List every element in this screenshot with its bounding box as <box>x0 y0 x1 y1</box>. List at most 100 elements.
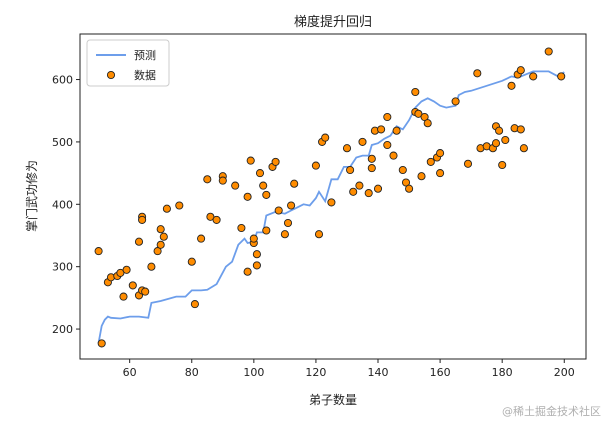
chart-title: 梯度提升回归 <box>294 14 372 30</box>
data-point <box>349 187 358 196</box>
data-point <box>405 184 414 193</box>
data-point <box>274 206 283 215</box>
data-point <box>327 198 336 207</box>
data-point <box>290 179 299 188</box>
data-point <box>259 181 268 190</box>
x-axis: 60 80 100 120 140 160 180 200 <box>123 359 575 379</box>
data-point <box>249 234 258 243</box>
y-tick-label: 400 <box>52 198 73 211</box>
data-point <box>246 156 255 165</box>
data-point <box>243 267 252 276</box>
data-point <box>507 81 516 90</box>
data-point <box>271 157 280 166</box>
data-point <box>237 223 246 233</box>
data-point <box>280 230 289 239</box>
data-point <box>501 135 510 145</box>
data-point <box>119 292 128 301</box>
data-point <box>190 300 199 309</box>
x-tick-label: 80 <box>185 366 199 379</box>
data-point <box>544 47 553 56</box>
axes-frame <box>79 33 587 360</box>
data-point <box>358 137 367 146</box>
data-point <box>314 230 324 239</box>
data-point <box>383 112 392 122</box>
data-point <box>162 204 171 213</box>
data-point <box>252 261 261 270</box>
data-point <box>342 144 352 153</box>
data-point <box>283 218 293 228</box>
data-point <box>473 69 482 78</box>
data-point <box>392 126 401 135</box>
legend-label-prediction: 预测 <box>134 49 156 62</box>
data-point <box>346 165 355 175</box>
data-point <box>197 234 206 243</box>
data-point <box>389 151 398 160</box>
y-tick-label: 200 <box>52 323 73 336</box>
x-tick-label: 140 <box>368 366 389 379</box>
data-point <box>156 240 165 249</box>
legend-point-swatch <box>106 70 116 80</box>
data-point <box>516 66 525 75</box>
data-point <box>203 175 212 184</box>
data-point <box>436 149 445 158</box>
data-point <box>97 339 106 348</box>
data-point <box>231 181 240 190</box>
x-tick-label: 100 <box>243 366 264 379</box>
data-point <box>311 161 320 170</box>
data-point <box>243 192 252 201</box>
x-tick-label: 120 <box>305 366 326 379</box>
data-point <box>451 97 460 106</box>
data-point <box>94 247 103 256</box>
data-point <box>426 157 435 166</box>
data-point <box>491 139 501 148</box>
data-point <box>187 257 196 266</box>
data-point <box>364 189 373 198</box>
x-tick-label: 60 <box>123 366 137 379</box>
x-axis-label: 弟子数量 <box>309 392 357 407</box>
x-tick-label: 180 <box>492 366 513 379</box>
data-point <box>212 215 221 224</box>
y-axis-label: 掌门武功修为 <box>24 160 39 232</box>
data-point <box>417 172 426 181</box>
data-point <box>262 190 271 199</box>
data-point <box>153 247 162 256</box>
y-tick-label: 600 <box>52 74 73 87</box>
data-point <box>255 169 265 178</box>
data-point <box>498 160 507 170</box>
data-point <box>122 265 131 274</box>
legend-box <box>86 39 170 87</box>
data-point <box>436 169 445 178</box>
data-point <box>159 232 168 241</box>
data-point <box>321 133 330 142</box>
data-point <box>156 225 165 234</box>
data-point <box>147 262 156 271</box>
data-point <box>373 184 383 193</box>
data-point <box>463 159 473 168</box>
x-tick-label: 200 <box>554 366 575 379</box>
data-point <box>367 164 376 173</box>
data-point <box>134 237 144 246</box>
data-point <box>519 144 528 153</box>
data-point <box>287 201 296 210</box>
watermark: @稀土掘金技术社区 <box>502 405 601 418</box>
data-point <box>495 126 504 135</box>
data-point <box>557 72 566 81</box>
legend: 预测 数据 <box>86 39 170 87</box>
data-point <box>128 281 137 290</box>
x-tick-label: 160 <box>430 366 451 379</box>
data-point <box>423 119 432 128</box>
data-point <box>377 125 386 134</box>
data-point <box>414 109 423 118</box>
data-point <box>398 165 407 175</box>
y-axis: 200 300 400 500 600 <box>52 74 80 336</box>
plot-area <box>94 47 566 348</box>
data-point <box>252 250 261 259</box>
legend-label-data: 数据 <box>134 68 156 82</box>
data-point <box>516 125 525 134</box>
data-point <box>138 215 147 224</box>
y-tick-label: 500 <box>52 136 73 149</box>
data-point <box>218 176 227 185</box>
data-point <box>355 181 364 190</box>
prediction-line <box>97 70 565 343</box>
